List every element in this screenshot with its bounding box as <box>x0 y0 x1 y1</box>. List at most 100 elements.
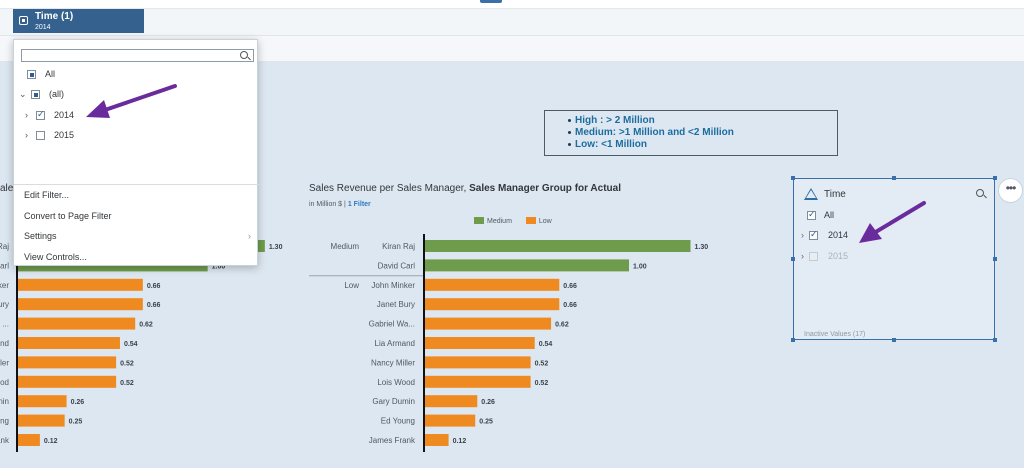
resize-handle[interactable] <box>993 257 997 261</box>
left-data-label: 0.66 <box>147 302 161 309</box>
bar[interactable] <box>424 337 535 349</box>
chart-unit: in Million $ <box>309 201 343 208</box>
resize-handle[interactable] <box>993 338 997 342</box>
group-label: Low <box>344 281 359 290</box>
chart-sub-separator: | <box>344 201 346 208</box>
dropdown-item-all-members[interactable]: ⌄ (all) <box>14 85 259 105</box>
time-token-subtitle: 2014 <box>35 24 51 31</box>
bar[interactable] <box>424 356 531 369</box>
time-filter-token[interactable]: Time (1) 2014 <box>13 9 144 33</box>
resize-handle[interactable] <box>791 257 795 261</box>
left-bar[interactable] <box>17 375 117 388</box>
bar[interactable] <box>424 434 449 446</box>
left-category-label: ury <box>0 300 9 309</box>
chevron-right-icon[interactable]: › <box>25 130 28 140</box>
time-input-control[interactable]: Time All › 2014 › 2015 Inactive Values (… <box>791 176 997 342</box>
bar[interactable] <box>424 395 478 408</box>
left-data-label: 0.54 <box>124 341 138 348</box>
threshold-high: High : > 2 Million <box>568 115 837 127</box>
category-label: Nancy Miller <box>371 358 415 367</box>
dropdown-item-label: 2015 <box>54 130 75 140</box>
checkbox[interactable] <box>36 131 45 140</box>
menu-convert-to-page-filter[interactable]: Convert to Page Filter <box>24 211 112 221</box>
chevron-down-icon[interactable]: ⌄ <box>19 89 27 99</box>
bar[interactable] <box>424 414 476 427</box>
time-card-item-all[interactable]: All <box>794 207 994 225</box>
legend-label: Medium <box>487 218 512 225</box>
time-card-item-2014[interactable]: › 2014 <box>794 227 994 245</box>
category-label: David Carl <box>378 261 416 270</box>
chart-title-main: Sales Revenue per Sales Manager, <box>309 183 470 194</box>
left-bar[interactable] <box>17 278 143 291</box>
data-label: 0.25 <box>479 419 493 426</box>
bar[interactable] <box>424 259 629 272</box>
menu-settings[interactable]: Settings <box>24 231 57 241</box>
data-label: 0.52 <box>535 360 549 367</box>
more-options-button[interactable]: ••• <box>998 178 1023 203</box>
left-bar[interactable] <box>17 414 65 427</box>
chart-title-bold: Sales Manager Group for Actual <box>469 183 621 194</box>
left-bar[interactable] <box>17 337 120 349</box>
menu-view-controls[interactable]: View Controls... <box>24 252 87 262</box>
resize-handle[interactable] <box>892 338 896 342</box>
resize-handle[interactable] <box>892 176 896 180</box>
legend-item-low[interactable]: Low <box>525 217 552 225</box>
data-label: 0.62 <box>555 322 569 329</box>
left-data-label: 1.00 <box>212 263 226 270</box>
chart-filter-link[interactable]: 1 Filter <box>347 201 371 208</box>
left-bar[interactable] <box>17 395 67 408</box>
category-label: Ed Young <box>381 417 415 426</box>
left-data-label: 0.26 <box>71 399 85 406</box>
dropdown-item-all[interactable]: All <box>14 65 259 85</box>
left-bar[interactable] <box>17 356 117 369</box>
dropdown-search-input[interactable] <box>21 49 254 62</box>
menu-edit-filter[interactable]: Edit Filter... <box>24 190 70 200</box>
dropdown-item-2015[interactable]: › 2015 <box>14 126 259 146</box>
data-label: 0.54 <box>539 341 553 348</box>
dropdown-item-2014[interactable]: › 2014 <box>14 106 259 126</box>
time-card-title: Time <box>824 189 846 200</box>
dropdown-divider <box>14 184 259 185</box>
checkbox[interactable] <box>809 229 818 240</box>
bar[interactable] <box>424 317 552 330</box>
left-data-label: 0.62 <box>139 322 153 329</box>
resize-handle[interactable] <box>791 338 795 342</box>
checkbox[interactable] <box>36 109 45 120</box>
resize-handle[interactable] <box>993 176 997 180</box>
legend-item-medium[interactable]: Medium <box>474 217 512 225</box>
bar[interactable] <box>424 375 531 388</box>
category-label: Janet Bury <box>377 300 415 309</box>
chevron-right-icon[interactable]: › <box>25 110 28 120</box>
left-bar[interactable] <box>17 317 136 330</box>
resize-handle[interactable] <box>791 176 795 180</box>
bar[interactable] <box>424 240 691 252</box>
legend-swatch <box>525 217 536 224</box>
category-label: Gary Dumin <box>372 397 415 406</box>
checkbox[interactable] <box>807 209 816 220</box>
checkbox[interactable] <box>31 90 40 99</box>
search-icon[interactable] <box>976 189 984 197</box>
left-category-label: ker <box>0 281 9 290</box>
top-panel-handle[interactable] <box>480 0 502 3</box>
left-bar[interactable] <box>17 298 143 311</box>
legend-swatch <box>474 217 484 224</box>
search-icon[interactable] <box>240 51 248 59</box>
dropdown-item-label: (all) <box>49 89 64 99</box>
bar[interactable] <box>424 278 560 291</box>
chevron-right-icon[interactable]: › <box>801 230 804 240</box>
warning-icon[interactable] <box>804 188 818 200</box>
chevron-right-icon[interactable]: › <box>801 251 804 261</box>
legend-label: Low <box>538 218 552 225</box>
threshold-low: Low: <1 Million <box>568 139 837 151</box>
time-filter-dropdown: All ⌄ (all) › 2014 › 2015 Edit Filter...… <box>13 39 259 266</box>
checkbox[interactable] <box>27 70 36 79</box>
data-label: 0.26 <box>481 399 495 406</box>
time-card-item-2015[interactable]: › 2015 <box>794 248 994 266</box>
category-label: Kiran Raj <box>382 242 415 251</box>
left-category-label: nin <box>0 397 9 406</box>
bar[interactable] <box>424 298 560 311</box>
group-label: Medium <box>331 242 360 251</box>
checkbox[interactable] <box>809 252 818 261</box>
left-chart-title-fragment: ales <box>0 183 19 194</box>
left-bar[interactable] <box>17 434 40 446</box>
